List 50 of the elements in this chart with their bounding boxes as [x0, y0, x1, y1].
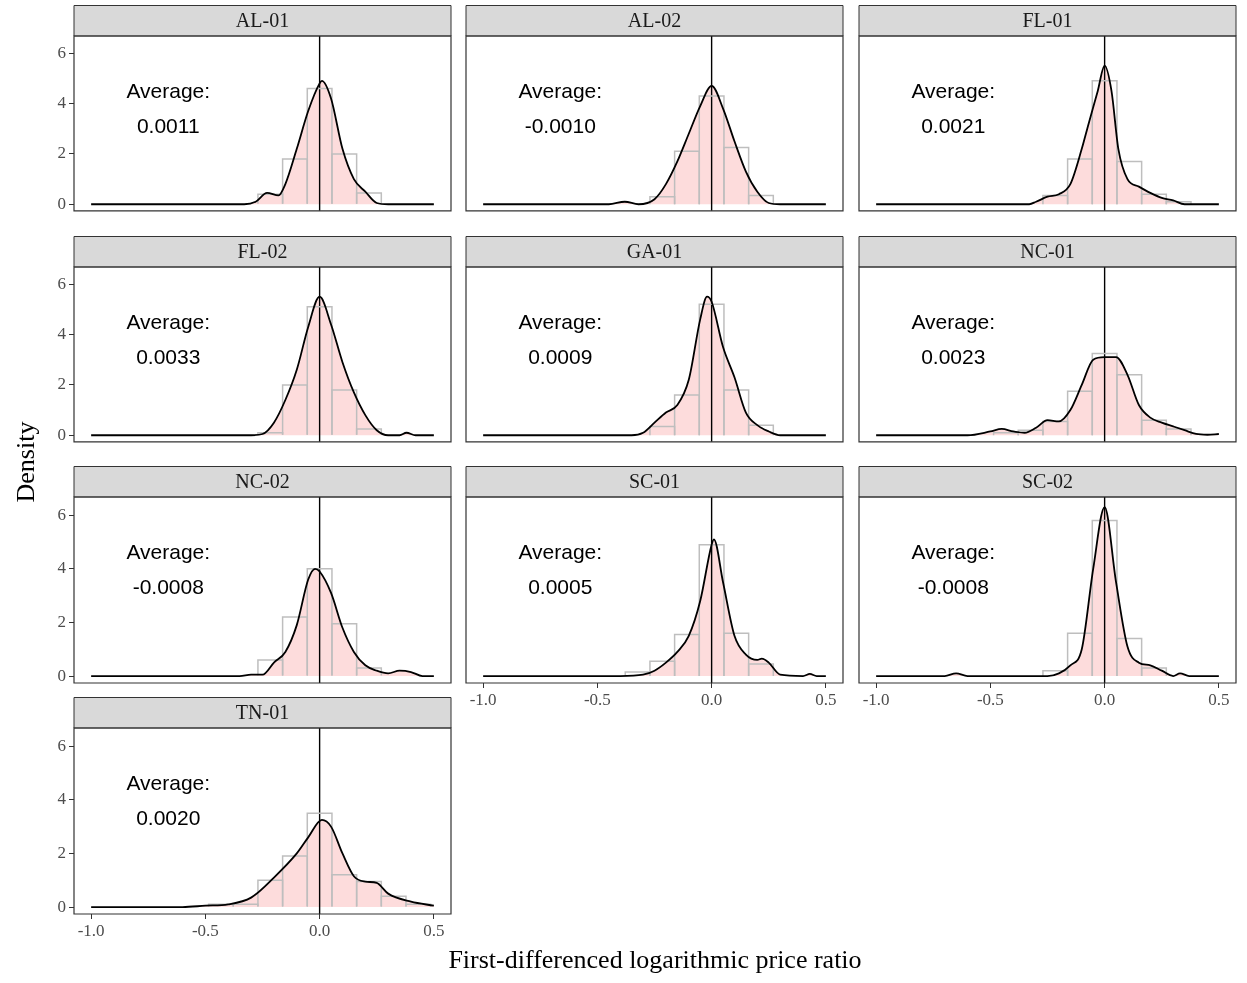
chart-title: AL-02: [627, 8, 682, 31]
y-axis-title: Density: [11, 421, 41, 503]
chart-title: FL-01: [1022, 8, 1073, 31]
chart-title: AL-01: [235, 8, 290, 31]
x-tick-label: -1.0: [469, 689, 497, 709]
y-tick-label: 0: [57, 665, 66, 685]
annotation: Average: 0.0033: [126, 309, 211, 368]
x-tick-label: -1.0: [862, 689, 890, 709]
annotation: Average: 0.0005: [518, 539, 603, 598]
y-tick-label: 2: [57, 374, 66, 394]
chart-title: SC-01: [628, 469, 681, 492]
annotation: Average: 0.0021: [911, 78, 996, 137]
x-tick-label: 0.0: [1094, 689, 1116, 709]
y-tick-label: 4: [57, 789, 67, 809]
y-tick-label: 0: [57, 896, 66, 916]
y-tick-label: 2: [57, 143, 66, 163]
chart-title: GA-01: [626, 239, 683, 262]
y-tick-label: 2: [57, 611, 66, 631]
annotation: Average: -0.0008: [911, 539, 996, 598]
y-tick-label: 4: [57, 92, 67, 112]
y-tick-label: 0: [57, 424, 66, 444]
chart-title: NC-02: [235, 469, 290, 492]
annotation: Average: -0.0008: [126, 539, 211, 598]
annotation: Average: 0.0023: [911, 309, 996, 368]
x-axis-title: First-differenced logarithmic price ratio: [448, 945, 862, 975]
y-tick-label: 6: [57, 273, 66, 293]
chart-title: FL-02: [237, 239, 288, 262]
annotation: Average: -0.0010: [518, 78, 603, 137]
y-tick-label: 0: [57, 193, 66, 213]
x-tick-label: 0.5: [815, 689, 837, 709]
chart-title: TN-01: [235, 700, 290, 723]
x-tick-label: 0.5: [423, 920, 445, 940]
x-tick-label: -0.5: [583, 689, 611, 709]
chart-title: SC-02: [1021, 469, 1074, 492]
x-tick-label: -0.5: [976, 689, 1004, 709]
y-tick-label: 6: [57, 42, 66, 62]
y-tick-label: 2: [57, 842, 66, 862]
y-tick-label: 6: [57, 504, 66, 524]
x-tick-label: -1.0: [77, 920, 105, 940]
y-tick-label: 4: [57, 323, 67, 343]
x-tick-label: -0.5: [191, 920, 219, 940]
x-tick-label: 0.5: [1208, 689, 1230, 709]
annotation: Average: 0.0020: [126, 770, 211, 829]
annotation: Average: 0.0011: [126, 78, 211, 137]
annotation: Average: 0.0009: [518, 309, 603, 368]
chart-title: NC-01: [1020, 239, 1075, 262]
x-tick-label: 0.0: [701, 689, 723, 709]
y-tick-label: 4: [57, 558, 67, 578]
x-tick-label: 0.0: [309, 920, 331, 940]
y-tick-label: 6: [57, 735, 66, 755]
